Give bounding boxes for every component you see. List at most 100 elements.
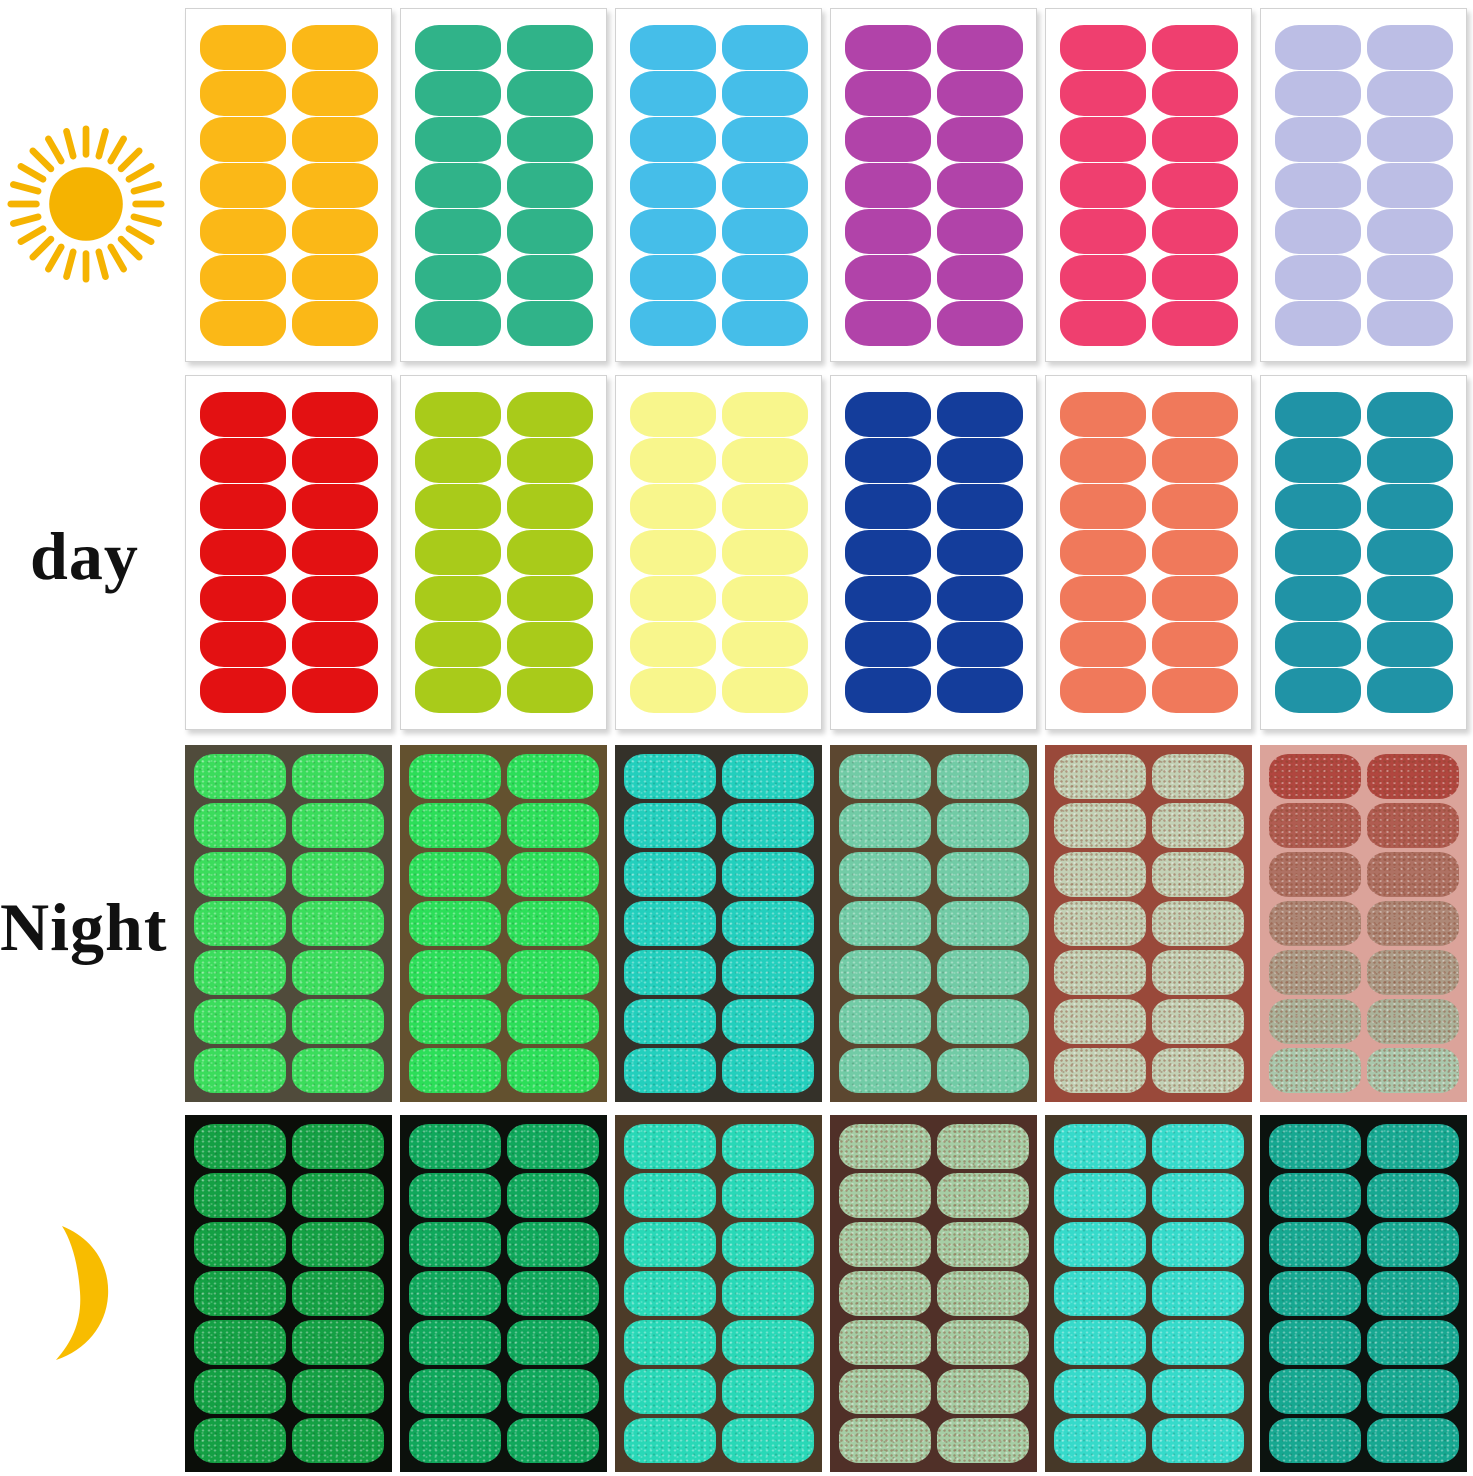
sticker-sheet-row <box>199 300 378 346</box>
nail-sticker <box>844 530 931 575</box>
nail-sticker <box>291 999 384 1044</box>
nail-sticker <box>1366 852 1459 897</box>
nail-sticker <box>1268 1369 1361 1414</box>
nail-sticker <box>721 576 808 621</box>
nail-sticker <box>844 162 931 208</box>
nail-sticker <box>199 530 286 575</box>
nail-sticker <box>1366 754 1459 799</box>
sticker-sheet-row <box>1053 852 1244 897</box>
sticker-sheet-row <box>414 622 593 667</box>
sticker-sheet-row <box>408 1369 599 1414</box>
nail-sticker <box>838 754 931 799</box>
nail-sticker <box>414 254 501 300</box>
nail-sticker <box>1151 668 1238 713</box>
nail-sticker <box>721 1271 814 1316</box>
nail-sticker <box>844 668 931 713</box>
nail-sticker <box>721 1222 814 1267</box>
nail-sticker <box>1366 392 1453 437</box>
nail-sticker <box>1053 1271 1146 1316</box>
nail-sticker <box>1268 1320 1361 1365</box>
nail-sticker <box>414 70 501 116</box>
sticker-sheet <box>1045 745 1252 1102</box>
nail-sticker <box>838 1222 931 1267</box>
sticker-sheet-row <box>838 901 1029 946</box>
nail-sticker <box>838 1048 931 1093</box>
nail-sticker <box>506 1271 599 1316</box>
nail-sticker <box>1151 1418 1244 1463</box>
sticker-sheet-row <box>193 1048 384 1093</box>
sticker-sheet-row <box>193 1173 384 1218</box>
nail-sticker <box>506 950 599 995</box>
nail-sticker <box>506 999 599 1044</box>
nail-sticker <box>199 484 286 529</box>
nail-sticker <box>291 1222 384 1267</box>
nail-sticker <box>1053 1369 1146 1414</box>
nail-sticker <box>291 1124 384 1169</box>
sticker-sheet <box>830 8 1037 362</box>
sticker-sheet-row <box>193 852 384 897</box>
nail-sticker <box>1268 1173 1361 1218</box>
nail-sticker <box>291 24 378 70</box>
nail-sticker <box>844 622 931 667</box>
nail-sticker <box>1151 530 1238 575</box>
sticker-sheet-row <box>623 754 814 799</box>
nail-sticker <box>623 803 716 848</box>
sticker-sheet <box>185 375 392 730</box>
sticker-sheet-row <box>408 901 599 946</box>
nail-sticker <box>414 576 501 621</box>
nail-sticker <box>1274 70 1361 116</box>
nail-sticker <box>936 1124 1029 1169</box>
nail-sticker <box>844 484 931 529</box>
sticker-sheet <box>615 375 822 730</box>
nail-sticker <box>506 392 593 437</box>
sun-ray <box>125 163 155 183</box>
sticker-sheet-row <box>629 208 808 254</box>
nail-sticker <box>1274 438 1361 483</box>
sun-ray <box>10 213 42 227</box>
nail-sticker <box>721 1320 814 1365</box>
sticker-sheet-row <box>844 162 1023 208</box>
nail-sticker <box>1151 208 1238 254</box>
nail-sticker <box>936 950 1029 995</box>
sticker-sheet <box>185 8 392 362</box>
sticker-sheet-row <box>1274 484 1453 529</box>
sticker-sheet-row <box>408 1320 599 1365</box>
nail-sticker <box>414 208 501 254</box>
nail-sticker <box>629 392 716 437</box>
sticker-sheet-row <box>844 392 1023 437</box>
nail-sticker <box>1366 950 1459 995</box>
sticker-sheet-row <box>1059 622 1238 667</box>
nail-sticker <box>936 668 1023 713</box>
sticker-sheet-row <box>838 1271 1029 1316</box>
nail-sticker <box>1053 1418 1146 1463</box>
sticker-sheet-row <box>408 1222 599 1267</box>
day-row-top <box>185 8 1467 362</box>
nail-sticker <box>838 1418 931 1463</box>
sticker-sheet-row <box>623 1173 814 1218</box>
nail-sticker <box>844 70 931 116</box>
sticker-sheet-row <box>199 484 378 529</box>
nail-sticker <box>291 754 384 799</box>
nail-sticker <box>721 901 814 946</box>
nail-sticker <box>1053 754 1146 799</box>
nail-sticker <box>1366 1048 1459 1093</box>
nail-sticker <box>291 622 378 667</box>
nail-sticker <box>193 1271 286 1316</box>
nail-sticker <box>193 852 286 897</box>
sticker-sheet-row <box>193 1222 384 1267</box>
nail-sticker <box>1053 852 1146 897</box>
nail-sticker <box>936 208 1023 254</box>
nail-sticker <box>936 116 1023 162</box>
nail-sticker <box>721 622 808 667</box>
sticker-sheet-row <box>408 852 599 897</box>
nail-sticker <box>721 852 814 897</box>
nail-sticker <box>193 1369 286 1414</box>
sun-ray <box>107 243 127 273</box>
nail-sticker <box>506 162 593 208</box>
nail-sticker <box>506 1173 599 1218</box>
sticker-sheet-row <box>844 24 1023 70</box>
nail-sticker <box>1366 254 1453 300</box>
nail-sticker <box>506 116 593 162</box>
nail-sticker <box>199 24 286 70</box>
